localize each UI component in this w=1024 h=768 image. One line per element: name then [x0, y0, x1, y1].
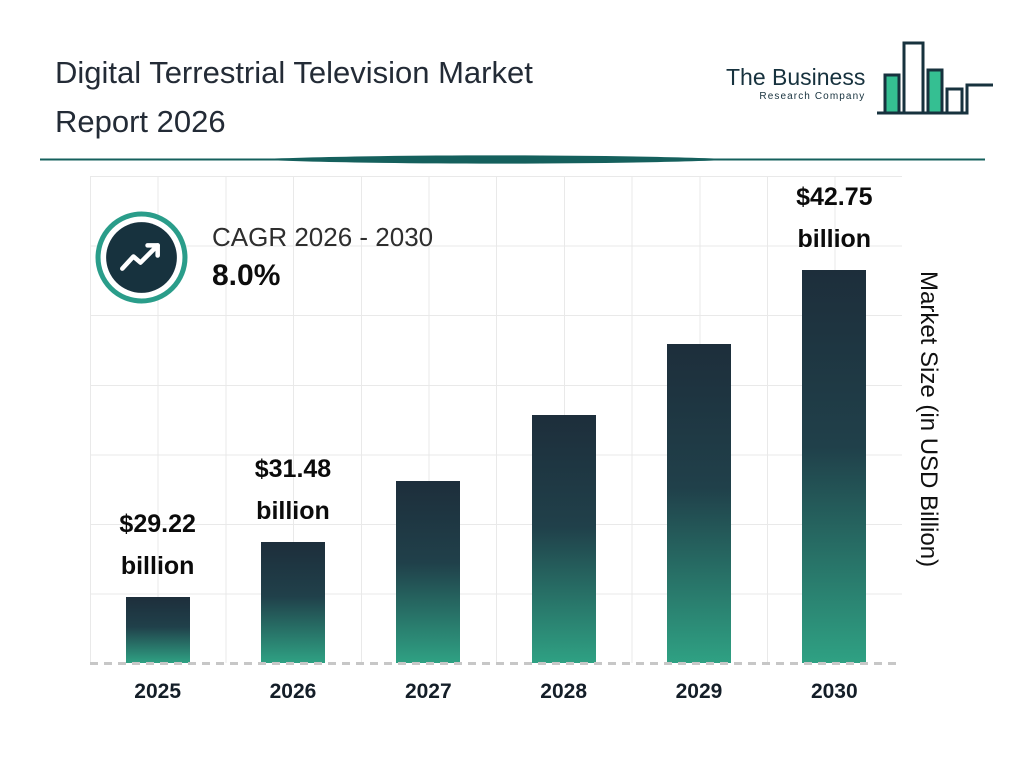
- x-axis-baseline: [90, 662, 902, 665]
- x-tick-2029: 2029: [675, 680, 723, 703]
- value-amount: $42.75: [796, 183, 873, 211]
- company-name: The Business: [726, 64, 866, 90]
- bar-column-2026: $31.48 billion: [225, 176, 360, 663]
- trend-up-icon: [95, 211, 188, 304]
- x-tick-2028: 2028: [540, 680, 587, 703]
- bar-column-2028: [496, 176, 631, 663]
- x-tick-2027: 2027: [404, 680, 452, 703]
- bar-2028: [531, 415, 596, 663]
- title-line-1: Digital Terrestrial Television Market: [55, 55, 533, 90]
- page-title: Digital Terrestrial Television Market Rep…: [55, 48, 533, 146]
- divider-rule: [40, 155, 985, 164]
- value-label-2026: $31.48 billion: [255, 448, 331, 532]
- chart-bars: $29.22 billion $31.48 billion $42.75 billion: [90, 176, 902, 663]
- bar-2025: [125, 597, 190, 663]
- x-tick-2026: 2026: [269, 680, 317, 703]
- x-tick-2025: 2025: [134, 680, 182, 703]
- value-amount: $29.22: [119, 510, 196, 538]
- value-label-2025: $29.22 billion: [119, 503, 195, 587]
- company-logo: The Business Research Company: [726, 40, 995, 116]
- value-label-2030: $42.75 billion: [796, 176, 872, 260]
- bar-chart-logo-icon: [877, 41, 994, 115]
- cagr-text: CAGR 2026 - 2030 8.0%: [212, 222, 433, 293]
- cagr-label: CAGR 2026 - 2030: [212, 222, 434, 252]
- x-axis-labels: 2025 2026 2027 2028 2029 2030: [90, 680, 902, 704]
- cagr-value: 8.0%: [212, 259, 281, 292]
- value-amount: $31.48: [254, 455, 332, 483]
- bar-2030: [802, 270, 867, 663]
- chart-area: $29.22 billion $31.48 billion $42.75 billion: [90, 176, 902, 665]
- company-subname: Research Company: [759, 91, 866, 102]
- title-line-2: Report 2026: [55, 104, 226, 139]
- x-tick-2030: 2030: [810, 680, 858, 703]
- value-unit: billion: [256, 497, 330, 525]
- y-axis-label: Market Size (in USD Billion): [906, 176, 950, 663]
- y-axis-label-text: Market Size (in USD Billion): [915, 271, 942, 568]
- bar-2029: [666, 344, 731, 663]
- bar-column-2025: $29.22 billion: [90, 176, 225, 663]
- bar-2026: [260, 542, 325, 663]
- company-logo-text: The Business Research Company: [726, 64, 865, 102]
- value-unit: billion: [797, 225, 872, 253]
- cagr-badge: CAGR 2026 - 2030 8.0%: [95, 211, 433, 304]
- bar-2027: [396, 481, 461, 663]
- value-unit: billion: [120, 552, 195, 580]
- bar-column-2029: [631, 176, 766, 663]
- bar-column-2030: $42.75 billion: [767, 176, 902, 663]
- bar-column-2027: [361, 176, 496, 663]
